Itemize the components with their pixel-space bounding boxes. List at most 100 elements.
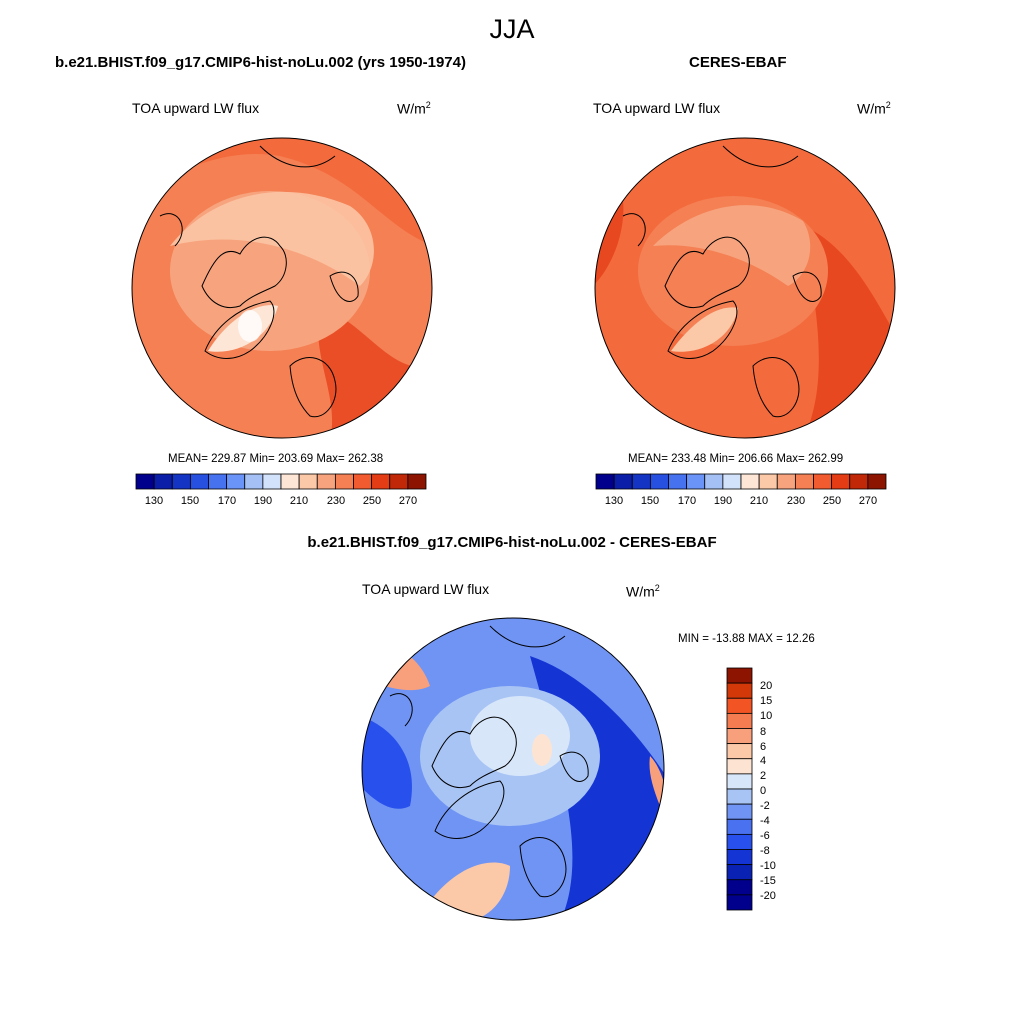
colorbar-box xyxy=(189,473,209,490)
colorbar-box xyxy=(776,473,796,490)
colorbar-model: 130 150 170 190 210 230 250 270 xyxy=(135,473,427,507)
colorbar-box xyxy=(389,473,409,490)
colorbar-box xyxy=(613,473,633,490)
colorbar-box xyxy=(171,473,191,490)
colorbar-box xyxy=(668,473,688,490)
colorbar-label: 15 xyxy=(760,695,772,707)
map-field-band xyxy=(238,310,262,342)
colorbar-diff: 20 15 10 8 6 4 2 0 -2 -4 -6 -8 -10 -15 -… xyxy=(726,667,776,911)
colorbar-box xyxy=(208,473,228,490)
colorbar-labels-model: 130 150 170 190 210 230 250 270 xyxy=(145,495,417,507)
colorbar-box xyxy=(334,473,354,490)
map-field-band xyxy=(470,696,570,776)
colorbar-label: 230 xyxy=(327,495,345,507)
map-field-band xyxy=(132,138,432,246)
colorbar-label: 130 xyxy=(145,495,163,507)
map-boundary xyxy=(361,617,665,921)
colorbar-label: 190 xyxy=(714,495,732,507)
map-boundary xyxy=(594,137,896,439)
map-boundary xyxy=(131,137,433,439)
unit-label-obs: W/m2 xyxy=(857,100,891,117)
unit-label-model: W/m2 xyxy=(397,100,431,117)
colorbar-box xyxy=(244,473,264,490)
stats-diff: MIN = -13.88 MAX = 12.26 xyxy=(678,633,815,645)
colorbar-label: -4 xyxy=(760,815,770,827)
panel-title-model: b.e21.BHIST.f09_g17.CMIP6-hist-noLu.002 … xyxy=(55,54,466,71)
figure-title: JJA xyxy=(489,14,535,44)
colorbar-label: 230 xyxy=(787,495,805,507)
coastlines xyxy=(622,145,822,418)
colorbar-box xyxy=(649,473,669,490)
colorbar-box xyxy=(371,473,391,490)
polar-map-model xyxy=(131,137,433,439)
colorbar-box xyxy=(353,473,373,490)
colorbar-label: 150 xyxy=(641,495,659,507)
colorbar-label: 130 xyxy=(605,495,623,507)
colorbar-box xyxy=(726,728,753,745)
colorbar-box xyxy=(831,473,851,490)
variable-label-model: TOA upward LW flux xyxy=(132,100,260,116)
colorbar-label: 0 xyxy=(760,785,766,797)
colorbar-label: -15 xyxy=(760,875,776,887)
coastlines xyxy=(389,625,589,898)
colorbar-box xyxy=(726,818,753,835)
colorbar-labels-obs: 130 150 170 190 210 230 250 270 xyxy=(605,495,877,507)
colorbar-box xyxy=(726,773,753,790)
colorbar-box xyxy=(794,473,814,490)
variable-label-obs: TOA upward LW flux xyxy=(593,100,721,116)
colorbar-box xyxy=(726,788,753,805)
colorbar-box xyxy=(867,473,887,490)
colorbar-label: -6 xyxy=(760,830,770,842)
colorbar-box xyxy=(726,682,753,699)
polar-map-diff xyxy=(361,617,665,921)
colorbar-box xyxy=(758,473,778,490)
panel-title-obs: CERES-EBAF xyxy=(689,54,787,71)
colorbar-box xyxy=(316,473,336,490)
colorbar-box xyxy=(726,864,753,881)
colorbar-box xyxy=(262,473,282,490)
colorbar-label: 10 xyxy=(760,710,772,722)
colorbar-box xyxy=(726,743,753,760)
colorbar-box xyxy=(631,473,651,490)
colorbar-label: -2 xyxy=(760,800,770,812)
colorbar-label: 270 xyxy=(399,495,417,507)
colorbar-box xyxy=(298,473,318,490)
polar-map-obs xyxy=(594,137,896,439)
colorbar-labels-diff: 20 15 10 8 6 4 2 0 -2 -4 -6 -8 -10 -15 -… xyxy=(760,680,776,902)
colorbar-box xyxy=(726,712,753,729)
map-field-band xyxy=(532,734,552,766)
colorbar-box xyxy=(740,473,760,490)
colorbar-label: -8 xyxy=(760,845,770,857)
colorbar-box xyxy=(726,758,753,775)
map-field-band xyxy=(362,716,412,809)
colorbar-label: 170 xyxy=(218,495,236,507)
colorbar-box xyxy=(595,473,615,490)
colorbar-label: 150 xyxy=(181,495,199,507)
colorbar-box xyxy=(153,473,173,490)
colorbar-box xyxy=(226,473,246,490)
colorbar-box xyxy=(704,473,724,490)
colorbar-label: 6 xyxy=(760,741,766,753)
colorbar-box xyxy=(280,473,300,490)
stats-obs: MEAN= 233.48 Min= 206.66 Max= 262.99 xyxy=(628,453,844,465)
colorbar-box xyxy=(813,473,833,490)
colorbar-box xyxy=(407,473,427,490)
colorbar-box xyxy=(722,473,742,490)
colorbar-label: 270 xyxy=(859,495,877,507)
colorbar-box xyxy=(726,849,753,866)
unit-label-diff: W/m2 xyxy=(626,583,660,600)
colorbar-label: -10 xyxy=(760,860,776,872)
colorbar-box xyxy=(726,879,753,896)
colorbar-label: 170 xyxy=(678,495,696,507)
panel-title-diff: b.e21.BHIST.f09_g17.CMIP6-hist-noLu.002 … xyxy=(307,534,717,551)
colorbar-label: 250 xyxy=(363,495,381,507)
colorbar-box xyxy=(849,473,869,490)
colorbar-label: 8 xyxy=(760,726,766,738)
colorbar-box xyxy=(726,667,753,684)
variable-label-diff: TOA upward LW flux xyxy=(362,581,490,597)
colorbar-box xyxy=(726,803,753,820)
colorbar-box xyxy=(686,473,706,490)
colorbar-label: 210 xyxy=(290,495,308,507)
colorbar-label: -20 xyxy=(760,890,776,902)
colorbar-label: 20 xyxy=(760,680,772,692)
